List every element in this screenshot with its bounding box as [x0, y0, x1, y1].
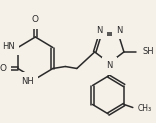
Text: O: O	[0, 64, 7, 73]
Text: NH: NH	[21, 77, 33, 85]
Text: N: N	[106, 62, 112, 70]
Text: HN: HN	[2, 42, 15, 51]
Text: N: N	[116, 26, 122, 35]
Text: O: O	[32, 15, 39, 24]
Text: CH₃: CH₃	[138, 104, 152, 113]
Text: SH: SH	[142, 47, 154, 56]
Text: N: N	[96, 26, 102, 35]
